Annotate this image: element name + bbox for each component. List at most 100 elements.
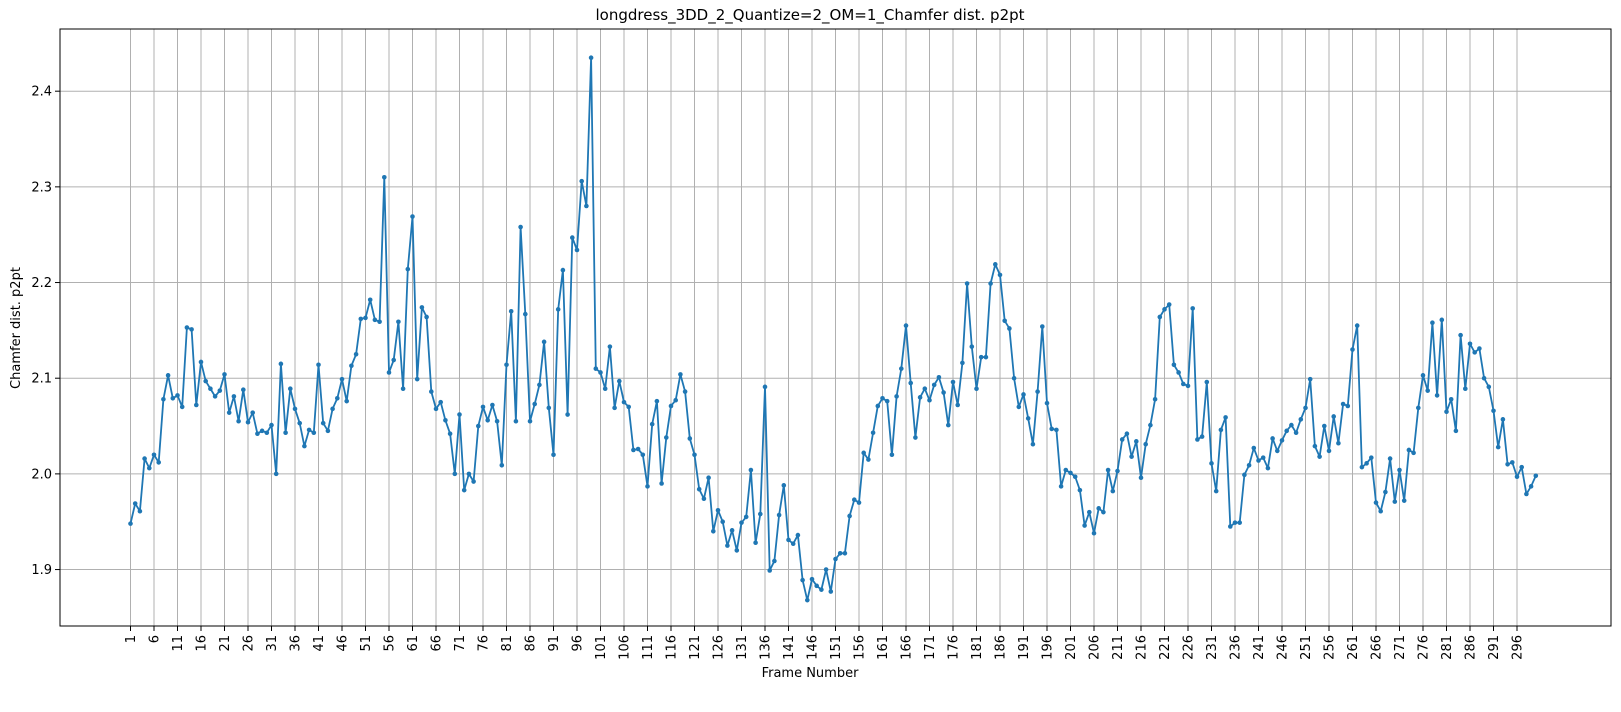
data-point [725, 543, 730, 548]
data-point [184, 325, 190, 330]
data-point [1148, 422, 1153, 428]
data-point [1251, 445, 1257, 451]
data-point [170, 396, 176, 401]
data-point [1260, 455, 1266, 460]
data-point [1152, 396, 1158, 402]
data-point [189, 327, 194, 332]
data-point [1115, 468, 1120, 474]
x-tick-label: 261 [1346, 635, 1361, 660]
data-point [302, 443, 307, 449]
data-point [795, 532, 801, 538]
data-point [1383, 489, 1388, 495]
data-point [1143, 441, 1148, 447]
data-point [1397, 467, 1402, 473]
data-point [1035, 389, 1040, 394]
x-tick-label: 71 [453, 635, 468, 652]
data-point [856, 500, 862, 505]
data-point [1373, 500, 1379, 505]
data-point [687, 436, 693, 441]
x-tick-label: 91 [547, 635, 562, 652]
x-tick-label: 16 [195, 635, 210, 652]
data-point [537, 382, 542, 388]
data-point [1439, 317, 1445, 323]
data-point [485, 418, 491, 423]
data-point [1096, 506, 1101, 511]
data-point [1406, 447, 1412, 453]
x-tick-label: 221 [1158, 635, 1173, 660]
data-point [927, 397, 932, 403]
data-point [1392, 499, 1398, 504]
x-tick-label: 201 [1064, 635, 1079, 660]
data-point [1030, 441, 1036, 447]
x-tick-label: 236 [1229, 635, 1244, 660]
data-point [1425, 388, 1430, 393]
data-point [1058, 484, 1064, 489]
x-tick-label: 121 [688, 635, 703, 660]
data-point [1162, 307, 1167, 312]
data-point [316, 362, 321, 368]
data-point [1040, 324, 1045, 329]
data-point [283, 430, 288, 436]
data-point [993, 262, 998, 267]
data-point [602, 386, 608, 392]
data-point [715, 507, 721, 513]
x-tick-label: 266 [1370, 635, 1385, 660]
data-point [175, 393, 180, 398]
data-point [833, 556, 838, 562]
data-point [400, 386, 406, 392]
data-point [339, 376, 345, 382]
data-point [866, 457, 871, 462]
data-point [823, 567, 829, 572]
data-point [678, 372, 683, 377]
x-tick-label: 196 [1041, 635, 1056, 660]
data-point [598, 370, 603, 375]
data-point [1209, 461, 1214, 466]
data-point [349, 363, 354, 369]
data-point [1129, 454, 1134, 459]
data-point [800, 577, 805, 583]
data-point [870, 430, 876, 436]
data-point [837, 550, 843, 556]
data-point [617, 378, 622, 384]
data-point [640, 452, 646, 458]
data-point [292, 406, 298, 412]
data-point [1289, 422, 1294, 428]
x-tick-label: 291 [1487, 635, 1502, 660]
data-point [762, 384, 768, 390]
data-point [1232, 520, 1238, 525]
data-point [931, 382, 937, 388]
data-point [899, 366, 904, 371]
data-point [673, 397, 678, 403]
data-point [696, 486, 702, 492]
data-point [828, 589, 834, 594]
x-tick-label: 191 [1017, 635, 1032, 660]
data-point [852, 497, 857, 503]
x-tick-label: 216 [1135, 635, 1150, 660]
y-tick-label: 2.3 [31, 180, 52, 195]
data-point [255, 431, 260, 437]
x-tick-label: 296 [1511, 635, 1526, 660]
data-point [894, 394, 899, 399]
data-point [226, 410, 232, 415]
data-point [588, 55, 594, 60]
data-point [1533, 473, 1539, 479]
data-point [165, 373, 171, 378]
data-point [518, 224, 523, 230]
data-point [1119, 437, 1125, 442]
data-point [805, 597, 810, 603]
data-point [269, 422, 274, 428]
data-point [490, 402, 495, 408]
x-tick-label: 116 [665, 635, 680, 660]
x-tick-label: 141 [782, 635, 797, 660]
data-point [701, 496, 707, 502]
data-point [880, 396, 885, 401]
data-point [1190, 306, 1195, 311]
data-point [344, 398, 350, 404]
data-point [1204, 379, 1210, 385]
x-tick-label: 286 [1464, 635, 1479, 660]
data-point [941, 390, 946, 395]
data-point [1270, 436, 1275, 441]
data-point [335, 396, 340, 401]
data-point [414, 376, 420, 382]
data-point [1124, 431, 1130, 437]
